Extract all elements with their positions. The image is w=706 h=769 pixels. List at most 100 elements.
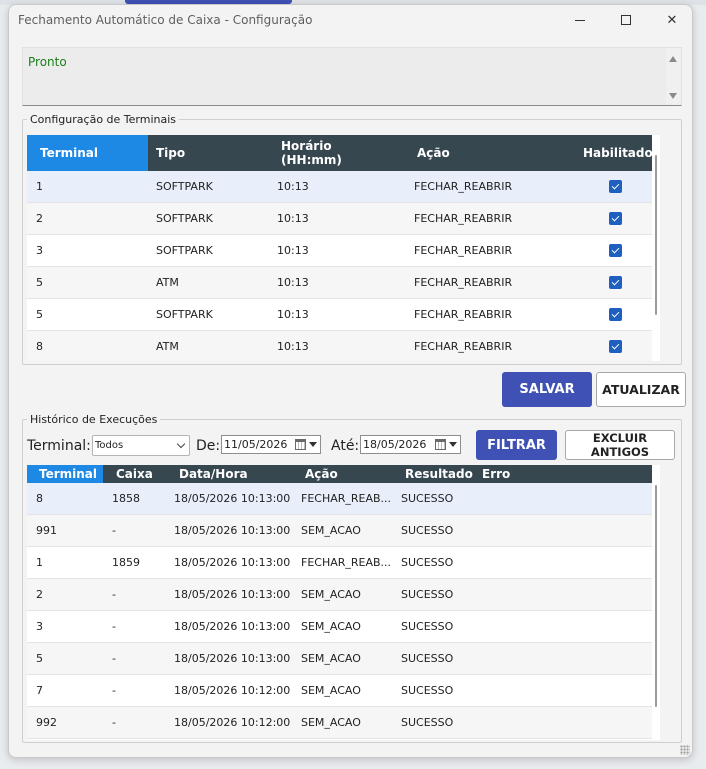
- history-cell-terminal[interactable]: 2: [36, 588, 43, 601]
- terminal-cell-terminal[interactable]: 1: [36, 180, 43, 193]
- terminal-cell-terminal[interactable]: 5: [36, 276, 43, 289]
- col-horario[interactable]: Horário (HH:mm): [281, 135, 381, 171]
- history-cell-acao[interactable]: SEM_ACAO: [301, 620, 361, 633]
- history-cell-resultado[interactable]: SUCESSO: [401, 652, 454, 665]
- calendar-icon[interactable]: [435, 439, 446, 450]
- enabled-checkbox[interactable]: [609, 308, 622, 321]
- dropdown-arrow-icon[interactable]: [309, 442, 317, 447]
- history-cell-datahora[interactable]: 18/05/2026 10:12:00: [174, 684, 291, 697]
- history-row[interactable]: 5 - 18/05/2026 10:13:00 SEM_ACAO SUCESSO: [27, 643, 660, 675]
- history-cell-datahora[interactable]: 18/05/2026 10:13:00: [174, 556, 291, 569]
- hcol-resultado[interactable]: Resultado: [405, 467, 473, 481]
- minimize-button[interactable]: [557, 5, 603, 35]
- history-cell-caixa[interactable]: 1858: [112, 492, 140, 505]
- history-cell-resultado[interactable]: SUCESSO: [401, 524, 454, 537]
- history-scrollbar[interactable]: [652, 465, 660, 740]
- col-tipo[interactable]: Tipo: [156, 146, 186, 160]
- history-cell-terminal[interactable]: 1: [36, 556, 43, 569]
- save-button[interactable]: SALVAR: [502, 372, 592, 407]
- history-cell-acao[interactable]: FECHAR_REAB...: [301, 492, 392, 505]
- hcol-acao[interactable]: Ação: [305, 467, 338, 481]
- history-cell-resultado[interactable]: SUCESSO: [401, 556, 454, 569]
- history-cell-datahora[interactable]: 18/05/2026 10:13:00: [174, 524, 291, 537]
- history-cell-resultado[interactable]: SUCESSO: [401, 588, 454, 601]
- history-scroll-thumb[interactable]: [655, 485, 657, 707]
- history-cell-acao[interactable]: SEM_ACAO: [301, 684, 361, 697]
- terminal-cell-acao[interactable]: FECHAR_REABRIR: [414, 180, 513, 193]
- enabled-checkbox[interactable]: [609, 212, 622, 225]
- history-cell-terminal[interactable]: 8: [36, 492, 43, 505]
- history-row[interactable]: 8 1858 18/05/2026 10:13:00 FECHAR_REAB... SU…: [27, 483, 660, 515]
- terminal-cell-horario[interactable]: 10:13: [277, 180, 309, 193]
- terminal-cell-tipo[interactable]: ATM: [156, 276, 179, 289]
- scroll-up-icon[interactable]: [669, 56, 677, 62]
- history-cell-datahora[interactable]: 18/05/2026 10:13:00: [174, 492, 291, 505]
- terminal-cell-tipo[interactable]: SOFTPARK: [156, 212, 213, 225]
- history-cell-resultado[interactable]: SUCESSO: [401, 620, 454, 633]
- terminals-grid[interactable]: Terminal Tipo Horário (HH:mm) Ação Habil…: [27, 135, 660, 361]
- history-cell-caixa[interactable]: -: [112, 716, 116, 729]
- history-cell-datahora[interactable]: 18/05/2026 10:13:00: [174, 652, 291, 665]
- date-from-picker[interactable]: 11/05/2026: [221, 435, 321, 454]
- terminal-filter-select[interactable]: Todos: [92, 435, 190, 456]
- terminal-cell-horario[interactable]: 10:13: [277, 212, 309, 225]
- delete-old-button[interactable]: EXCLUIR ANTIGOS: [565, 430, 675, 460]
- history-cell-terminal[interactable]: 7: [36, 684, 43, 697]
- terminal-cell-terminal[interactable]: 8: [36, 340, 43, 353]
- status-scrollbar[interactable]: [666, 48, 681, 105]
- history-cell-terminal[interactable]: 991: [36, 524, 57, 537]
- history-cell-caixa[interactable]: -: [112, 524, 116, 537]
- history-cell-caixa[interactable]: -: [112, 684, 116, 697]
- history-cell-caixa[interactable]: -: [112, 652, 116, 665]
- terminal-cell-acao[interactable]: FECHAR_REABRIR: [414, 244, 513, 257]
- terminal-row[interactable]: 8 ATM 10:13 FECHAR_REABRIR: [27, 331, 660, 361]
- close-button[interactable]: ✕: [649, 5, 692, 35]
- history-cell-acao[interactable]: FECHAR_REAB...: [301, 556, 392, 569]
- hcol-terminal[interactable]: Terminal: [27, 465, 103, 483]
- refresh-button[interactable]: ATUALIZAR: [596, 372, 686, 407]
- history-row[interactable]: 992 - 18/05/2026 10:12:00 SEM_ACAO SUCESSO: [27, 707, 660, 739]
- terminal-cell-horario[interactable]: 10:13: [277, 308, 309, 321]
- hcol-caixa[interactable]: Caixa: [116, 467, 153, 481]
- terminal-row[interactable]: 5 SOFTPARK 10:13 FECHAR_REABRIR: [27, 299, 660, 331]
- history-cell-caixa[interactable]: -: [112, 620, 116, 633]
- history-row[interactable]: 3 - 18/05/2026 10:13:00 SEM_ACAO SUCESSO: [27, 611, 660, 643]
- terminals-scrollbar[interactable]: [652, 135, 660, 361]
- terminal-cell-tipo[interactable]: SOFTPARK: [156, 244, 213, 257]
- maximize-button[interactable]: [603, 5, 649, 35]
- history-cell-caixa[interactable]: 1859: [112, 556, 140, 569]
- history-cell-acao[interactable]: SEM_ACAO: [301, 524, 361, 537]
- terminal-cell-acao[interactable]: FECHAR_REABRIR: [414, 212, 513, 225]
- history-cell-datahora[interactable]: 18/05/2026 10:13:00: [174, 620, 291, 633]
- history-grid[interactable]: Terminal Caixa Data/Hora Ação Resultado …: [27, 465, 660, 740]
- status-log[interactable]: Pronto: [22, 47, 682, 106]
- terminal-row[interactable]: 5 ATM 10:13 FECHAR_REABRIR: [27, 267, 660, 299]
- resize-grip[interactable]: [680, 745, 690, 755]
- terminal-cell-tipo[interactable]: SOFTPARK: [156, 180, 213, 193]
- filter-button[interactable]: FILTRAR: [476, 430, 557, 460]
- terminal-row[interactable]: 3 SOFTPARK 10:13 FECHAR_REABRIR: [27, 235, 660, 267]
- enabled-checkbox[interactable]: [609, 276, 622, 289]
- terminals-scroll-thumb[interactable]: [655, 155, 657, 315]
- history-cell-acao[interactable]: SEM_ACAO: [301, 716, 361, 729]
- date-to-picker[interactable]: 18/05/2026: [360, 435, 461, 454]
- history-cell-acao[interactable]: SEM_ACAO: [301, 588, 361, 601]
- terminal-row[interactable]: 1 SOFTPARK 10:13 FECHAR_REABRIR: [27, 171, 660, 203]
- terminal-row[interactable]: 2 SOFTPARK 10:13 FECHAR_REABRIR: [27, 203, 660, 235]
- history-cell-resultado[interactable]: SUCESSO: [401, 684, 454, 697]
- history-row[interactable]: 7 - 18/05/2026 10:12:00 SEM_ACAO SUCESSO: [27, 675, 660, 707]
- terminal-cell-acao[interactable]: FECHAR_REABRIR: [414, 276, 513, 289]
- terminal-cell-terminal[interactable]: 3: [36, 244, 43, 257]
- terminal-cell-horario[interactable]: 10:13: [277, 244, 309, 257]
- terminal-cell-terminal[interactable]: 5: [36, 308, 43, 321]
- enabled-checkbox[interactable]: [609, 180, 622, 193]
- history-row[interactable]: 1 1859 18/05/2026 10:13:00 FECHAR_REAB... SU…: [27, 547, 660, 579]
- history-row[interactable]: 2 - 18/05/2026 10:13:00 SEM_ACAO SUCESSO: [27, 579, 660, 611]
- history-cell-resultado[interactable]: SUCESSO: [401, 716, 454, 729]
- history-cell-resultado[interactable]: SUCESSO: [401, 492, 454, 505]
- dropdown-arrow-icon[interactable]: [449, 442, 457, 447]
- hcol-datahora[interactable]: Data/Hora: [179, 467, 248, 481]
- col-terminal[interactable]: Terminal: [27, 135, 148, 171]
- terminal-cell-acao[interactable]: FECHAR_REABRIR: [414, 340, 513, 353]
- hcol-erro[interactable]: Erro: [482, 467, 511, 481]
